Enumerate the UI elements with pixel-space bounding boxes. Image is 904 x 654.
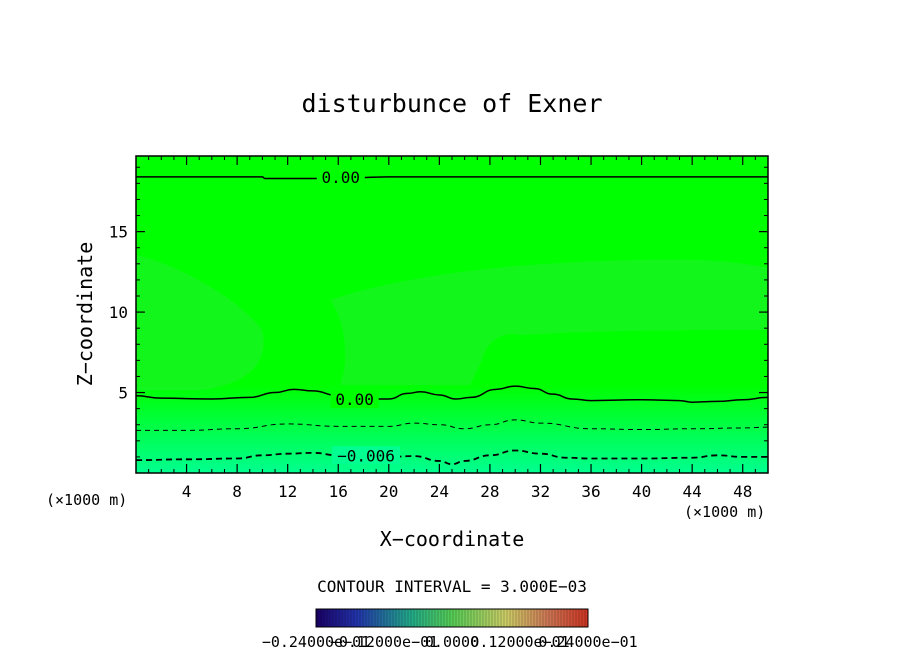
colorbar-label: 0.0000 [425,633,479,651]
y-tick-label: 15 [109,223,128,242]
x-tick-label: 40 [632,482,651,501]
x-tick-label: 28 [480,482,499,501]
contour-label-bg [332,446,401,465]
x-unit-left: (×1000 m) [46,491,127,509]
x-tick-label: 4 [182,482,192,501]
colorbar-stripes [317,609,586,627]
chart-title: disturbunce of Exner [301,89,602,118]
contour-line [136,449,768,466]
contour-interval-text: CONTOUR INTERVAL = 3.000E−03 [317,577,587,596]
colorbar-labels: −0.24000e−01−0.12000e−010.00000.12000e−0… [262,633,638,651]
x-tick-label: 48 [733,482,752,501]
colorbar-label: 0.12000e−01 [470,633,569,651]
contour-label-bg [316,167,365,186]
contour-label: 0.00 [335,390,374,409]
anomaly-left [136,255,264,390]
x-tick-label: 32 [531,482,550,501]
y-axis-label: Z−coordinate [73,242,97,387]
colorbar-label: −0.24000e−01 [262,633,370,651]
contour-label: −0.006 [337,446,395,465]
colorbar-label: −0.12000e−01 [330,633,438,651]
x-tick-label: 12 [278,482,297,501]
colorbar-label: 0.24000e−01 [538,633,637,651]
x-unit-right: (×1000 m) [684,503,765,521]
x-tick-label: 44 [683,482,702,501]
y-tick-label: 5 [118,384,128,403]
x-tick-label: 20 [379,482,398,501]
contour-label-bg [330,389,379,408]
contour-label: 0.00 [322,168,361,187]
field-anomalies [136,255,768,390]
x-tick-label: 8 [232,482,242,501]
contour-line [136,385,768,403]
contour-line [136,419,768,431]
x-tick-label: 16 [329,482,348,501]
x-tick-label: 24 [430,482,449,501]
x-axis-label: X−coordinate [380,527,525,551]
contour-label-layer: 0.00 0.00 −0.006 [316,167,401,465]
colorbar [315,608,589,628]
anomaly-center [330,259,768,385]
y-tick-label: 10 [109,303,128,322]
x-tick-label: 36 [581,482,600,501]
